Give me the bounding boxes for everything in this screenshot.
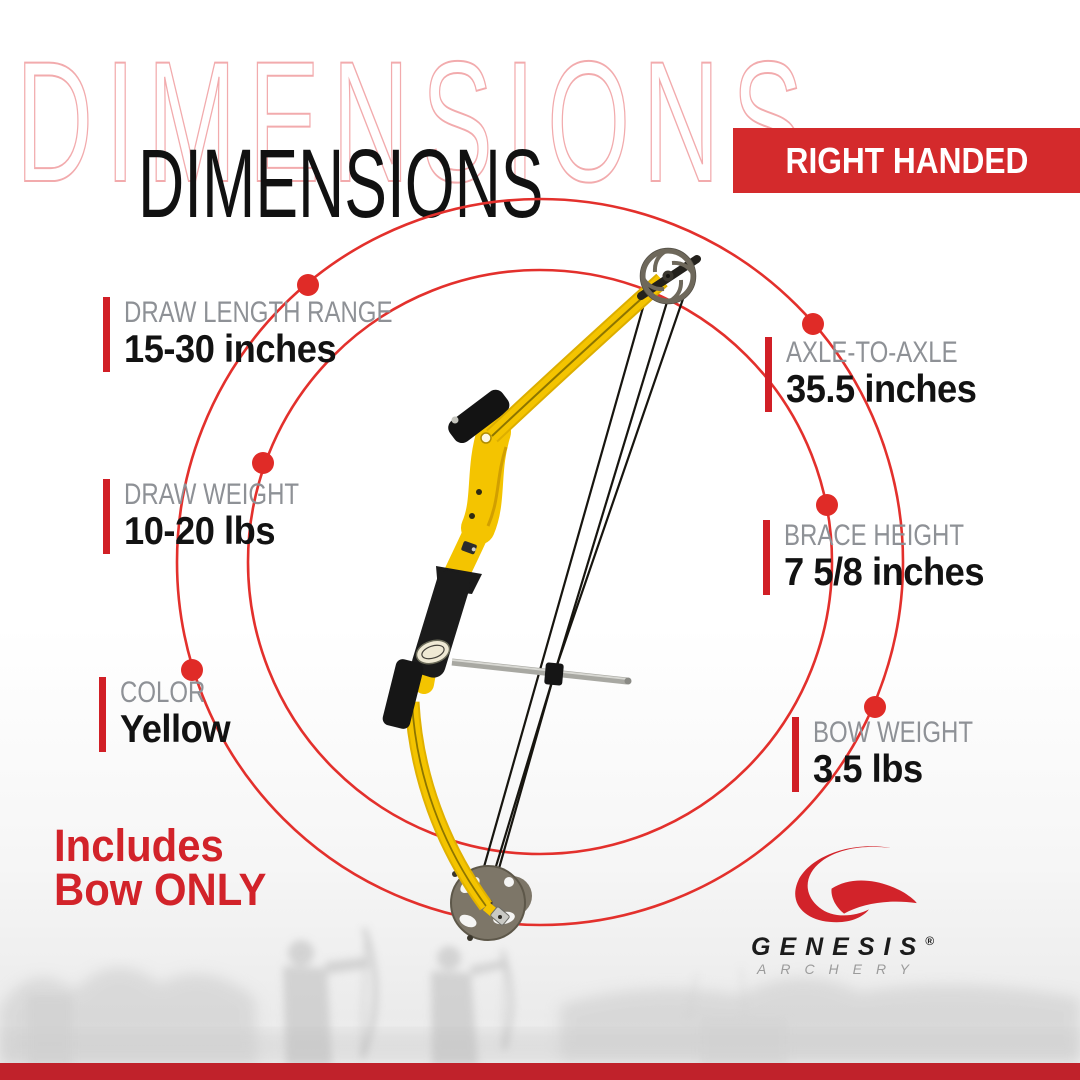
dot-axle-to-axle [802,313,824,335]
spec-value: Yellow [120,708,231,751]
arrow-rest [461,541,477,555]
spec-label: AXLE-TO-AXLE [786,336,958,369]
dimension-circle-outer [175,197,905,927]
dot-brace-height [816,494,838,516]
spec-dots [181,274,886,718]
archer-silhouettes [28,927,514,1067]
spec-value: 3.5 lbs [813,748,923,791]
spec-value: 35.5 inches [786,368,977,411]
lower-limb-pocket [382,659,424,729]
genesis-sticker [415,639,451,665]
spec-label: DRAW LENGTH RANGE [124,296,393,329]
cable-slide [544,662,564,686]
target-bag-silhouette [687,967,788,1068]
page-title: DIMENSIONS [138,129,544,238]
upper-limb [486,273,668,443]
brand-name: GENESIS® [751,933,934,961]
spec-draw-length-range: DRAW LENGTH RANGE 15-30 inches [103,296,460,373]
genesis-g-swoosh-icon [795,846,917,923]
idler-wheel [637,247,701,305]
bow-strings [476,295,686,901]
dot-draw-weight [252,452,274,474]
includes-note: Includes Bow ONLY [54,820,282,916]
right-handed-badge: RIGHT HANDED [733,128,1080,193]
lower-limb [404,701,510,926]
spec-brace-height: BRACE HEIGHT 7 5/8 inches [763,519,1009,596]
title-watermark: DIMENSIONS [15,26,816,218]
registered-mark: ® [925,934,934,948]
spec-label: COLOR [120,676,206,709]
dot-color [181,659,203,681]
upper-limb-pocket [448,389,510,444]
stabilizer-rod [451,658,632,685]
note-line1: Includes [54,820,224,871]
spec-axle-to-axle: AXLE-TO-AXLE 35.5 inches [765,336,1001,413]
dot-bow-weight [864,696,886,718]
bottom-red-bar [0,1063,1080,1080]
dot-draw-length [297,274,319,296]
spec-draw-weight: DRAW WEIGHT 10-20 lbs [103,478,343,555]
note-line2: Bow ONLY [54,864,267,916]
spec-label: DRAW WEIGHT [124,478,300,511]
spec-value: 15-30 inches [124,328,337,371]
ground-band [0,1030,1080,1064]
bow-illustration [382,247,701,941]
spec-color: COLOR Yellow [99,676,238,753]
brand-subtitle: ARCHERY [757,961,923,977]
spec-value: 7 5/8 inches [784,551,985,594]
spec-value: 10-20 lbs [124,510,276,553]
spec-label: BRACE HEIGHT [784,519,965,552]
spec-bow-weight: BOW WEIGHT 3.5 lbs [792,716,1013,793]
dimension-circle-inner [246,268,834,856]
right-handed-badge-label: RIGHT HANDED [785,139,1028,181]
spec-label: BOW WEIGHT [813,716,973,749]
